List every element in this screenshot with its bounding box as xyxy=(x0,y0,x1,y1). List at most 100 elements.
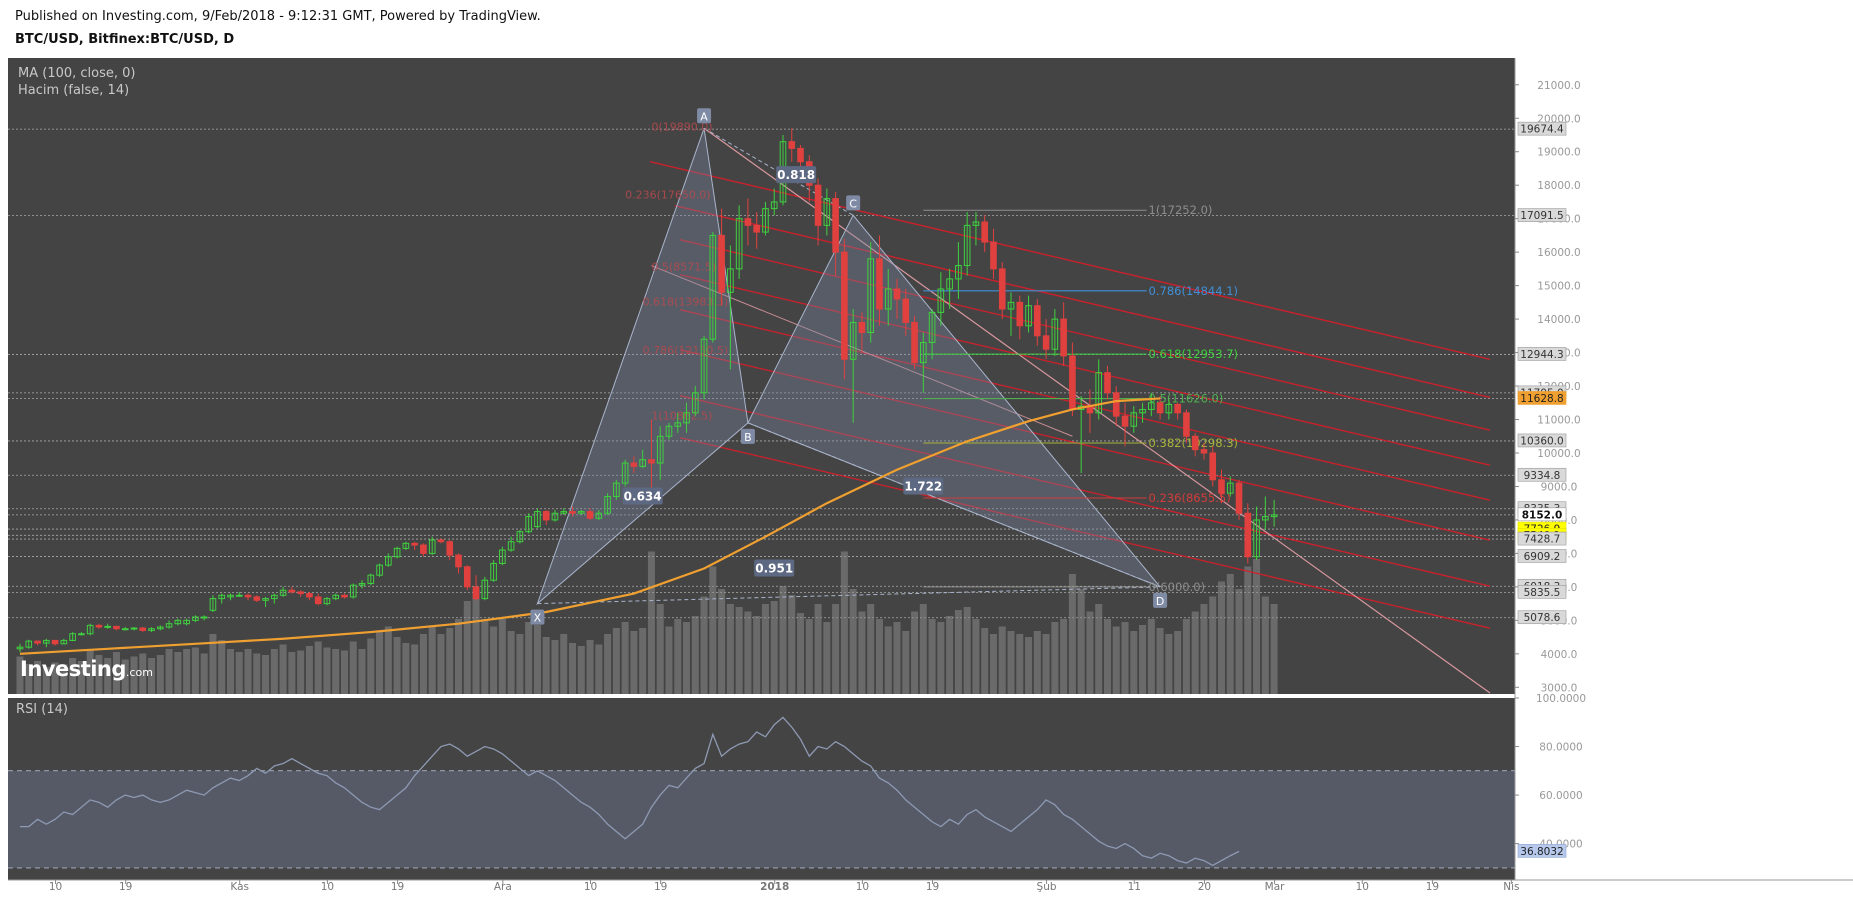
price-tick-label: 18000.0 xyxy=(1537,180,1580,192)
volume-bar xyxy=(621,622,629,694)
candle-body xyxy=(437,539,445,543)
volume-bar xyxy=(630,631,638,694)
price-tick-label: 9000.0 xyxy=(1541,481,1578,493)
time-tick-label: 11 xyxy=(1128,881,1141,893)
candle-body xyxy=(1121,415,1129,427)
candle-body xyxy=(385,556,392,566)
price-label: 17091.5 xyxy=(1520,210,1563,222)
volume-bar xyxy=(867,604,875,694)
volume-bar xyxy=(954,610,962,694)
volume-bar xyxy=(1130,631,1138,694)
price-axis[interactable]: 21000.020000.019000.018000.017000.016000… xyxy=(1514,58,1853,880)
volume-bar xyxy=(77,661,85,694)
pattern-point-x: X xyxy=(534,612,542,625)
pattern-point-badge xyxy=(740,428,755,444)
brand-name: Investing xyxy=(20,657,126,681)
volume-indicator-label[interactable]: Hacim (false, 14) xyxy=(18,83,130,98)
candle-body xyxy=(1262,516,1269,521)
volume-bar xyxy=(314,641,322,694)
ratio-badge xyxy=(776,166,817,184)
pattern-triangle-xab xyxy=(536,128,749,606)
volume-bar xyxy=(849,589,857,694)
candle-body xyxy=(86,624,94,635)
rsi-indicator-label[interactable]: RSI (14) xyxy=(16,702,68,717)
volume-bar xyxy=(946,616,954,694)
volume-bar xyxy=(148,658,156,694)
price-label: 9334.8 xyxy=(1524,470,1561,482)
candle-body xyxy=(306,593,313,598)
candle-body xyxy=(937,288,945,313)
price-label-badge xyxy=(1517,467,1567,482)
volume-bar xyxy=(823,622,831,694)
candle-body xyxy=(700,338,708,394)
price-label-badge xyxy=(1517,347,1567,361)
candle-body xyxy=(1060,318,1067,357)
candle-body xyxy=(893,288,901,300)
volume-bar xyxy=(498,619,506,694)
volume-bar xyxy=(218,640,226,694)
candle-body xyxy=(1148,402,1155,410)
volume-bar xyxy=(183,649,191,694)
volume-bar xyxy=(753,616,761,694)
time-axis[interactable]: Eki1019Kas1019Ara101920181019Şub1120Mar1… xyxy=(0,879,1853,893)
pattern-point-badge xyxy=(846,195,861,211)
candle-body xyxy=(744,218,752,226)
price-label-badge xyxy=(1517,610,1567,625)
candle-body xyxy=(1200,449,1208,454)
published-line: Published on Investing.com, 9/Feb/2018 -… xyxy=(15,9,541,24)
ratio-badge xyxy=(903,477,944,495)
volume-bar xyxy=(577,646,585,694)
price-tick-label: 10000.0 xyxy=(1537,448,1580,460)
candle-body xyxy=(735,218,743,270)
volume-bar xyxy=(384,626,392,694)
rsi-tick-label: 80.0000 xyxy=(1539,742,1582,754)
price-label-badge xyxy=(1517,585,1567,599)
candle-body xyxy=(1042,335,1050,350)
price-label-badge xyxy=(1517,507,1567,522)
volume-bar xyxy=(253,653,261,694)
ma-indicator-label[interactable]: MA (100, close, 0) xyxy=(18,66,136,81)
candle-body xyxy=(762,208,769,233)
volume-bar xyxy=(411,644,419,694)
candle-body xyxy=(621,462,629,484)
rsi-tick-label: 100.0000 xyxy=(1536,693,1586,705)
time-tick-label: 19 xyxy=(391,881,404,893)
time-tick-label: Ara xyxy=(494,881,512,893)
candle-body xyxy=(1183,412,1190,437)
volume-bar xyxy=(16,656,24,694)
candle-body xyxy=(1270,514,1278,518)
volume-bar xyxy=(1095,604,1103,694)
volume-bar xyxy=(586,640,594,694)
volume-bar xyxy=(490,626,498,694)
candle-body xyxy=(209,598,217,611)
investing-logo: Investing.com xyxy=(20,657,153,681)
candle-body xyxy=(823,198,831,226)
candle-body xyxy=(420,544,427,554)
pattern-point-badge xyxy=(530,609,545,625)
volume-bar xyxy=(797,613,805,694)
volume-bar xyxy=(1016,634,1024,694)
candle-body xyxy=(955,265,962,280)
ratio-label: 0.634 xyxy=(624,490,662,504)
candle-body xyxy=(174,619,182,625)
brand-suffix: .com xyxy=(125,666,153,679)
volume-bar xyxy=(288,652,296,694)
volume-bar xyxy=(840,551,848,694)
candle-body xyxy=(534,511,541,528)
volume-bar xyxy=(60,664,68,694)
candle-body xyxy=(1112,392,1120,417)
candle-body xyxy=(130,627,138,630)
volume-bar xyxy=(1209,596,1217,694)
rsi-tick-label: 60.0000 xyxy=(1539,790,1582,802)
volume-bar xyxy=(226,649,234,694)
fib-level-label: 0.5(11626.0) xyxy=(1149,392,1224,406)
volume-bar xyxy=(446,628,454,694)
volume-bar xyxy=(560,634,568,694)
main-pane[interactable]: 1(17252.0) 0.786(14844.1) 0.618(12953.7) 0.… xyxy=(8,58,1515,694)
volume-bar xyxy=(1033,631,1041,694)
candle-body xyxy=(428,539,436,554)
candle-body xyxy=(402,542,410,549)
rsi-pane[interactable] xyxy=(8,698,1515,880)
